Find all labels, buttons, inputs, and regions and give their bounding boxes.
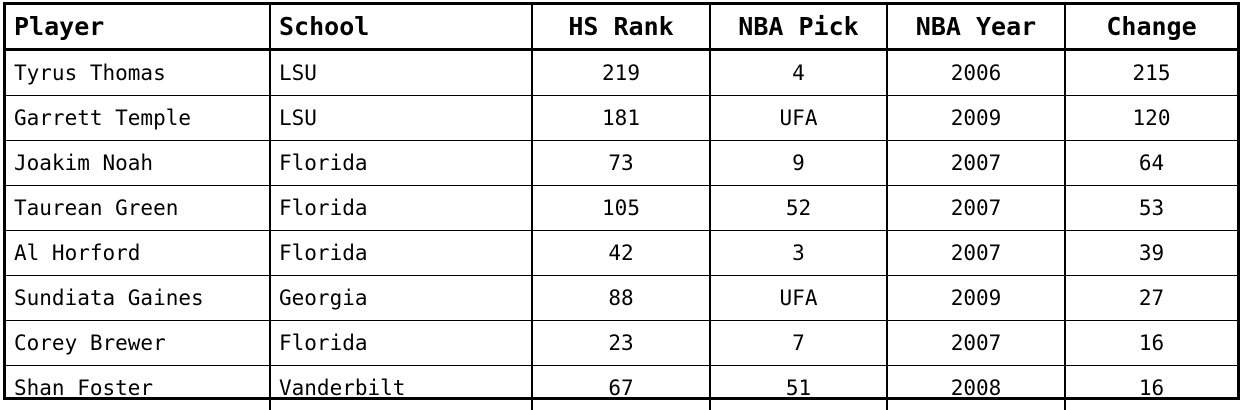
- table-row: Shan Foster Vanderbilt 67 51 2008 16: [6, 366, 1237, 410]
- cell-change: 16: [1065, 366, 1237, 410]
- cell-hs-rank: 23: [532, 321, 710, 366]
- table-header: Player School HS Rank NBA Pick NBA Year …: [6, 5, 1237, 50]
- table-row: Joakim Noah Florida 73 9 2007 64: [6, 141, 1237, 186]
- cell-change: 120: [1065, 96, 1237, 141]
- cell-nba-year: 2007: [887, 321, 1065, 366]
- cell-school: LSU: [270, 96, 532, 141]
- cell-change: 39: [1065, 231, 1237, 276]
- cell-nba-year: 2006: [887, 50, 1065, 96]
- cell-nba-year: 2008: [887, 366, 1065, 410]
- cell-hs-rank: 88: [532, 276, 710, 321]
- cell-change: 53: [1065, 186, 1237, 231]
- table-row: Garrett Temple LSU 181 UFA 2009 120: [6, 96, 1237, 141]
- cell-hs-rank: 181: [532, 96, 710, 141]
- players-table: Player School HS Rank NBA Pick NBA Year …: [6, 5, 1237, 410]
- cell-nba-year: 2007: [887, 186, 1065, 231]
- cell-school: Vanderbilt: [270, 366, 532, 410]
- cell-school: LSU: [270, 50, 532, 96]
- cell-nba-year: 2009: [887, 96, 1065, 141]
- cell-nba-pick: UFA: [710, 276, 887, 321]
- cell-nba-pick: 51: [710, 366, 887, 410]
- table-row: Taurean Green Florida 105 52 2007 53: [6, 186, 1237, 231]
- table-row: Tyrus Thomas LSU 219 4 2006 215: [6, 50, 1237, 96]
- cell-change: 16: [1065, 321, 1237, 366]
- cell-school: Florida: [270, 141, 532, 186]
- cell-nba-pick: UFA: [710, 96, 887, 141]
- cell-change: 215: [1065, 50, 1237, 96]
- cell-hs-rank: 42: [532, 231, 710, 276]
- cell-change: 27: [1065, 276, 1237, 321]
- data-table-frame: Player School HS Rank NBA Pick NBA Year …: [3, 2, 1240, 400]
- cell-hs-rank: 67: [532, 366, 710, 410]
- column-header-nba-year: NBA Year: [887, 5, 1065, 50]
- cell-nba-pick: 9: [710, 141, 887, 186]
- cell-nba-year: 2009: [887, 276, 1065, 321]
- cell-hs-rank: 219: [532, 50, 710, 96]
- cell-school: Florida: [270, 186, 532, 231]
- column-header-nba-pick: NBA Pick: [710, 5, 887, 50]
- cell-school: Florida: [270, 231, 532, 276]
- cell-player: Sundiata Gaines: [6, 276, 270, 321]
- cell-nba-pick: 52: [710, 186, 887, 231]
- cell-player: Corey Brewer: [6, 321, 270, 366]
- cell-player: Tyrus Thomas: [6, 50, 270, 96]
- cell-change: 64: [1065, 141, 1237, 186]
- cell-nba-year: 2007: [887, 141, 1065, 186]
- cell-hs-rank: 73: [532, 141, 710, 186]
- column-header-hs-rank: HS Rank: [532, 5, 710, 50]
- cell-player: Garrett Temple: [6, 96, 270, 141]
- cell-nba-pick: 4: [710, 50, 887, 96]
- column-header-player: Player: [6, 5, 270, 50]
- table-row: Al Horford Florida 42 3 2007 39: [6, 231, 1237, 276]
- table-row: Sundiata Gaines Georgia 88 UFA 2009 27: [6, 276, 1237, 321]
- cell-player: Joakim Noah: [6, 141, 270, 186]
- cell-hs-rank: 105: [532, 186, 710, 231]
- cell-player: Shan Foster: [6, 366, 270, 410]
- cell-school: Florida: [270, 321, 532, 366]
- cell-player: Al Horford: [6, 231, 270, 276]
- cell-school: Georgia: [270, 276, 532, 321]
- cell-nba-year: 2007: [887, 231, 1065, 276]
- cell-nba-pick: 7: [710, 321, 887, 366]
- header-row: Player School HS Rank NBA Pick NBA Year …: [6, 5, 1237, 50]
- table-row: Corey Brewer Florida 23 7 2007 16: [6, 321, 1237, 366]
- cell-player: Taurean Green: [6, 186, 270, 231]
- cell-nba-pick: 3: [710, 231, 887, 276]
- column-header-school: School: [270, 5, 532, 50]
- table-body: Tyrus Thomas LSU 219 4 2006 215 Garrett …: [6, 50, 1237, 410]
- column-header-change: Change: [1065, 5, 1237, 50]
